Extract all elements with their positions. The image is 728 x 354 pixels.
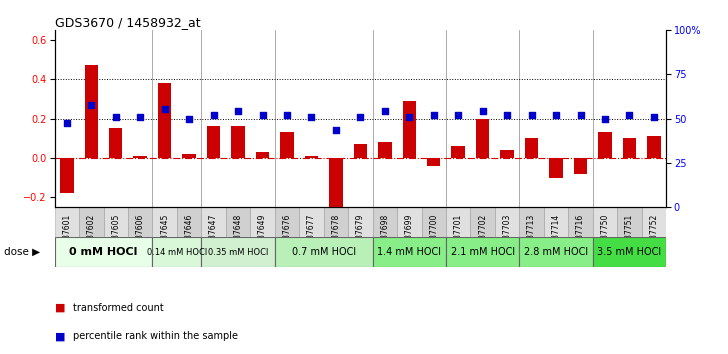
Point: [183, 116, 195, 121]
Text: percentile rank within the sample: percentile rank within the sample: [73, 331, 238, 341]
Point: [110, 114, 122, 119]
Bar: [569, 207, 593, 237]
Point: [624, 112, 636, 118]
Point: [379, 108, 391, 114]
Point: [526, 112, 537, 118]
Bar: [348, 207, 373, 237]
Point: [574, 112, 586, 118]
Bar: [109, 129, 122, 158]
Bar: [403, 101, 416, 158]
Point: [61, 120, 73, 125]
Text: 3.5 mM HOCl: 3.5 mM HOCl: [598, 247, 662, 257]
Text: GDS3670 / 1458932_at: GDS3670 / 1458932_at: [55, 16, 200, 29]
Bar: [622, 138, 636, 158]
Text: 0.7 mM HOCl: 0.7 mM HOCl: [292, 247, 356, 257]
Bar: [544, 207, 569, 237]
Bar: [250, 207, 274, 237]
Bar: [55, 207, 79, 237]
Bar: [133, 156, 147, 158]
Text: 0.35 mM HOCl: 0.35 mM HOCl: [208, 248, 268, 257]
Bar: [519, 237, 593, 267]
Bar: [373, 237, 446, 267]
Bar: [329, 158, 343, 207]
Text: 0 mM HOCl: 0 mM HOCl: [69, 247, 138, 257]
Bar: [177, 207, 202, 237]
Point: [306, 114, 317, 119]
Bar: [446, 207, 470, 237]
Point: [550, 112, 562, 118]
Bar: [55, 237, 152, 267]
Point: [502, 112, 513, 118]
Bar: [324, 207, 348, 237]
Bar: [519, 207, 544, 237]
Text: 2.1 mM HOCl: 2.1 mM HOCl: [451, 247, 515, 257]
Bar: [299, 207, 324, 237]
Bar: [397, 207, 422, 237]
Point: [159, 106, 170, 112]
Text: 0.14 mM HOCl: 0.14 mM HOCl: [147, 248, 207, 257]
Bar: [202, 237, 274, 267]
Bar: [550, 158, 563, 178]
Bar: [84, 65, 98, 158]
Point: [232, 108, 244, 114]
Bar: [598, 132, 612, 158]
Point: [648, 114, 660, 119]
Bar: [593, 207, 617, 237]
Bar: [305, 156, 318, 158]
Bar: [525, 138, 538, 158]
Bar: [647, 136, 660, 158]
Bar: [152, 207, 177, 237]
Bar: [617, 207, 641, 237]
Bar: [574, 158, 587, 174]
Text: ■: ■: [55, 331, 65, 341]
Point: [281, 112, 293, 118]
Bar: [128, 207, 152, 237]
Point: [428, 112, 440, 118]
Bar: [354, 144, 367, 158]
Bar: [280, 132, 293, 158]
Bar: [60, 158, 74, 193]
Bar: [232, 126, 245, 158]
Point: [403, 114, 415, 119]
Bar: [500, 150, 514, 158]
Bar: [495, 207, 519, 237]
Bar: [152, 237, 202, 267]
Bar: [274, 207, 299, 237]
Text: ■: ■: [55, 303, 65, 313]
Bar: [476, 119, 489, 158]
Bar: [183, 154, 196, 158]
Point: [599, 116, 611, 121]
Point: [477, 108, 488, 114]
Bar: [593, 237, 666, 267]
Bar: [79, 207, 103, 237]
Point: [85, 102, 97, 108]
Text: transformed count: transformed count: [73, 303, 164, 313]
Bar: [274, 237, 373, 267]
Point: [257, 112, 269, 118]
Bar: [207, 126, 221, 158]
Bar: [103, 207, 128, 237]
Point: [207, 112, 219, 118]
Bar: [378, 142, 392, 158]
Point: [135, 114, 146, 119]
Text: 1.4 mM HOCl: 1.4 mM HOCl: [377, 247, 441, 257]
Bar: [158, 83, 171, 158]
Point: [452, 112, 464, 118]
Bar: [451, 146, 465, 158]
Bar: [470, 207, 495, 237]
Point: [330, 127, 341, 133]
Bar: [422, 207, 446, 237]
Bar: [373, 207, 397, 237]
Bar: [446, 237, 519, 267]
Bar: [202, 207, 226, 237]
Bar: [256, 152, 269, 158]
Bar: [226, 207, 250, 237]
Bar: [427, 158, 440, 166]
Text: dose ▶: dose ▶: [4, 247, 40, 257]
Text: 2.8 mM HOCl: 2.8 mM HOCl: [524, 247, 588, 257]
Point: [355, 114, 366, 119]
Bar: [641, 207, 666, 237]
